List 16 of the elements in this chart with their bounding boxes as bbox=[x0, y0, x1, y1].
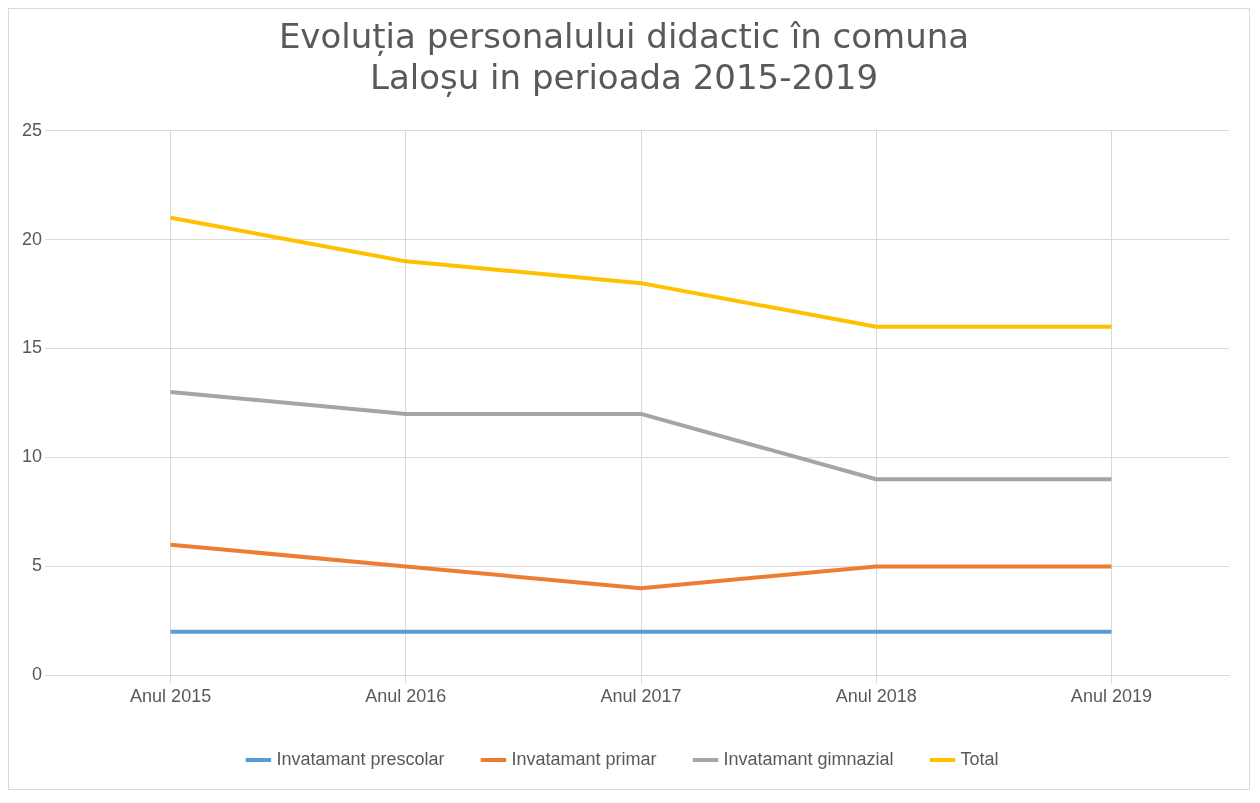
y-tick-label: 10 bbox=[21, 446, 43, 467]
y-tick-label: 20 bbox=[21, 228, 43, 249]
y-tick-label: 5 bbox=[32, 555, 43, 576]
legend-label: Invatamant prescolar bbox=[276, 748, 445, 769]
legend-label: Invatamant gimnazial bbox=[723, 748, 894, 769]
y-tick-label: 15 bbox=[21, 337, 43, 358]
y-tick-label: 0 bbox=[32, 664, 43, 685]
x-tick-label: Anul 2016 bbox=[365, 686, 447, 707]
x-tick-label: Anul 2015 bbox=[130, 686, 212, 707]
legend-label: Invatamant primar bbox=[511, 748, 657, 769]
x-tick-label: Anul 2017 bbox=[600, 686, 682, 707]
legend-label: Total bbox=[960, 748, 999, 769]
y-tick-label: 25 bbox=[21, 119, 43, 140]
chart-title: Evoluția personalului didactic în comuna Laloșu in perioada 2015-2019 bbox=[278, 16, 970, 98]
x-tick-label: Anul 2019 bbox=[1070, 686, 1152, 707]
x-tick-label: Anul 2018 bbox=[835, 686, 917, 707]
